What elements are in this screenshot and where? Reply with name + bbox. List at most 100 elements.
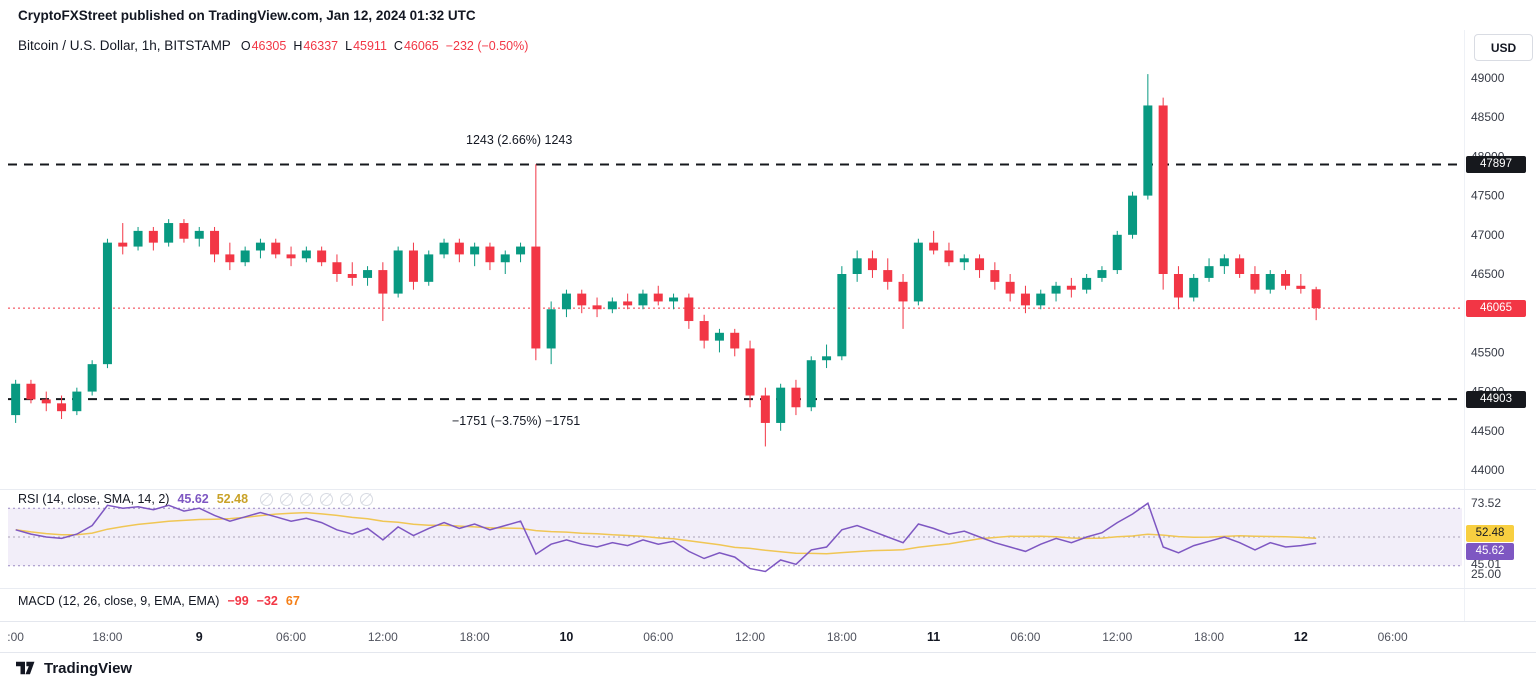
candle-body [347,274,357,278]
candle-body [41,399,51,404]
rsi-tick-label[interactable]: 45.01 [1471,557,1501,571]
candle-body [699,321,709,341]
candle-body [118,242,128,247]
candle-body [531,246,541,349]
candle-body [959,258,969,263]
candle-body [26,383,36,400]
price-tick-label[interactable]: 47500 [1471,189,1505,203]
candle-body [240,250,250,263]
candle-body [1128,195,1138,235]
time-axis-day-label: 10 [559,630,574,644]
candle-body [929,242,939,251]
time-axis-label: 18:00 [826,630,857,644]
legend-action-icon[interactable] [320,492,334,506]
measure-label-lower[interactable]: −1751 (−3.75%) −1751 [452,414,581,428]
candle-body [102,242,112,365]
candle-body [1051,285,1061,294]
candle-body [638,293,648,306]
candle-body [439,242,449,255]
candle-body [1296,285,1306,289]
rsi-sma-badge: 52.48 [1466,524,1514,542]
candle-body [1235,258,1245,274]
candle-body [653,293,663,302]
price-tick-label[interactable]: 49000 [1471,71,1505,85]
candle-body [1311,289,1321,309]
legend-action-icon[interactable] [300,492,314,506]
candle-body [577,293,587,306]
time-axis[interactable]: :00 18:00 9 06:00 12:00 18:00 10 06:00 12:00 18:0… [0,621,1536,653]
candle-body [516,246,526,255]
rsi-legend-title[interactable]: RSI (14, close, SMA, 14, 2) [18,492,170,506]
price-tick-label[interactable]: 44000 [1471,463,1505,477]
candle-body [1112,234,1122,271]
macd-line-value: −32 [256,594,278,608]
time-axis-label: 12:00 [1102,630,1133,644]
candle-body [133,230,143,247]
rsi-tick-label[interactable]: 73.52 [1471,496,1501,510]
pane-separator-rsi-macd[interactable] [0,588,1536,589]
measure-label-upper[interactable]: 1243 (2.66%) 1243 [466,133,573,147]
main-legend: Bitcoin / U.S. Dollar, 1h, BITSTAMP O 463… [18,38,528,53]
candle-body [791,387,801,408]
tradingview-brand-text[interactable]: TradingView [44,659,133,677]
high-readout: H 46337 [293,38,339,53]
legend-action-icon[interactable] [260,492,274,506]
macd-legend-title[interactable]: MACD (12, 26, close, 9, EMA, EMA) [18,594,220,608]
rsi-sma-value: 52.48 [216,492,249,506]
candle-body [546,309,556,349]
candle-body [194,230,204,239]
candle-body [852,258,862,274]
candle-body [57,403,67,412]
rsi-legend: RSI (14, close, SMA, 14, 2) 45.62 52.48 [18,492,374,506]
footer: TradingView [14,659,132,677]
symbol-title[interactable]: Bitcoin / U.S. Dollar, 1h, BITSTAMP [18,38,231,53]
candle-body [72,391,82,412]
candle-body [210,230,220,255]
candle-body [561,293,571,310]
candle-body [1036,293,1046,306]
candle-body [730,332,740,349]
price-tick-label[interactable]: 47000 [1471,228,1505,242]
change-readout: −232 (−0.50%) [445,38,529,53]
legend-action-icon[interactable] [340,492,354,506]
close-readout: C 46065 [393,38,439,53]
candle-body [822,356,832,361]
time-axis-label: 06:00 [1377,630,1408,644]
rsi-tick-label[interactable]: 25.00 [1471,567,1501,581]
candle-body [837,274,847,357]
rsi-value-badge: 45.62 [1466,542,1514,560]
candle-body [1204,266,1214,278]
candle-body [286,254,296,259]
currency-button[interactable]: USD [1474,34,1533,61]
candle-body [408,250,418,282]
candle-body [806,360,816,408]
candle-body [944,250,954,263]
candle-body [271,242,281,255]
candle-body [393,250,403,294]
legend-action-icon[interactable] [360,492,374,506]
candle-body [225,254,235,263]
candle-body [1097,270,1107,278]
time-axis-label: 18:00 [459,630,490,644]
price-tick-label[interactable]: 48500 [1471,110,1505,124]
candle-body [424,254,434,282]
candle-body [1281,274,1291,286]
candle-body [485,246,495,263]
candle-body [1189,277,1199,298]
tradingview-logo-icon[interactable] [14,659,36,677]
candle-body [87,364,97,392]
candle-body [1005,281,1015,294]
price-tick-label[interactable]: 45500 [1471,345,1505,359]
price-tick-label[interactable]: 44500 [1471,424,1505,438]
candle-body [363,270,373,278]
candle-body [1250,274,1260,290]
pane-separator-price-rsi[interactable] [0,489,1536,490]
candle-body [867,258,877,271]
price-tick-label[interactable]: 46500 [1471,267,1505,281]
candle-body [684,297,694,322]
legend-action-icon[interactable] [280,492,294,506]
time-axis-label: 06:00 [643,630,674,644]
rsi-value: 45.62 [177,492,209,506]
